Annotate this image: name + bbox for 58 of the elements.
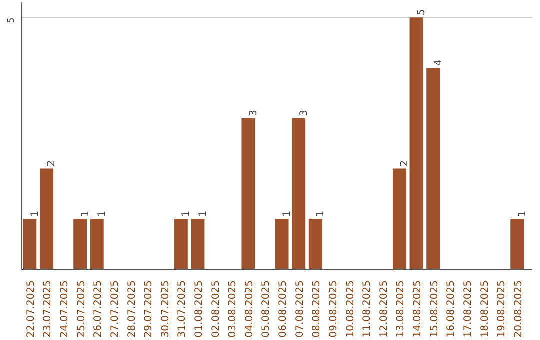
bar [23,219,37,270]
x-tick-label: 31.07.2025 [177,280,188,338]
x-tick-label: 11.08.2025 [362,280,374,338]
x-tick-label: 18.08.2025 [480,280,491,338]
data-label: 3 [248,110,260,116]
data-label: 3 [298,110,310,116]
x-tick-label: 09.08.2025 [328,280,340,338]
x-tick-label: 27.07.2025 [110,280,121,338]
x-tick-label: 04.08.2025 [244,280,256,338]
data-label: 1 [30,210,41,218]
data-label: 1 [517,210,528,218]
bar [74,219,88,270]
data-label: 1 [316,210,327,218]
x-tick-label: 10.08.2025 [345,280,356,338]
x-tick-label: 17.08.2025 [462,280,474,338]
x-tick-label: 13.08.2025 [396,280,407,338]
x-tick-label: 03.08.2025 [228,280,239,338]
x-tick-label: 24.07.2025 [60,280,71,338]
bar [410,18,424,270]
x-tick-label: 15.08.2025 [429,280,440,338]
bar [292,118,306,270]
x-tick-label: 28.07.2025 [126,280,138,338]
bar [90,219,104,270]
data-label: 4 [433,60,444,66]
data-label: 2 [400,160,411,167]
x-tick-label: 12.08.2025 [378,280,390,338]
bar [191,219,205,270]
bar [510,219,524,270]
data-label: 1 [181,210,192,218]
bar [426,68,440,270]
data-label: 1 [80,210,92,218]
x-tick-label: 08.08.2025 [312,280,323,338]
x-tick-label: 30.07.2025 [160,280,172,338]
x-tick-label: 06.08.2025 [278,280,290,338]
x-tick-label: 29.07.2025 [144,280,155,338]
x-tick-label: 01.08.2025 [194,280,205,338]
x-tick-label: 14.08.2025 [412,280,424,338]
bar [242,118,256,270]
data-label: 1 [97,210,108,218]
x-tick-label: 19.08.2025 [496,280,508,338]
bar [174,219,188,270]
x-tick-label: 07.08.2025 [294,280,306,338]
x-tick-label: 02.08.2025 [210,280,222,338]
bar [392,168,406,270]
data-label: 1 [198,210,209,218]
data-label: 2 [46,160,58,167]
bar [275,219,289,270]
x-tick-label: 20.08.2025 [513,280,524,338]
x-tick-label: 05.08.2025 [261,280,272,338]
x-tick-label: 26.07.2025 [93,280,104,338]
data-label: 1 [282,210,294,218]
x-tick-label: 25.07.2025 [76,280,88,338]
bar [308,219,322,270]
bar [40,168,54,270]
data-label: 5 [416,9,428,16]
x-tick-label: 22.07.2025 [26,280,37,338]
x-tick-label: 16.08.2025 [446,280,458,338]
x-tick-label: 23.07.2025 [42,280,54,338]
